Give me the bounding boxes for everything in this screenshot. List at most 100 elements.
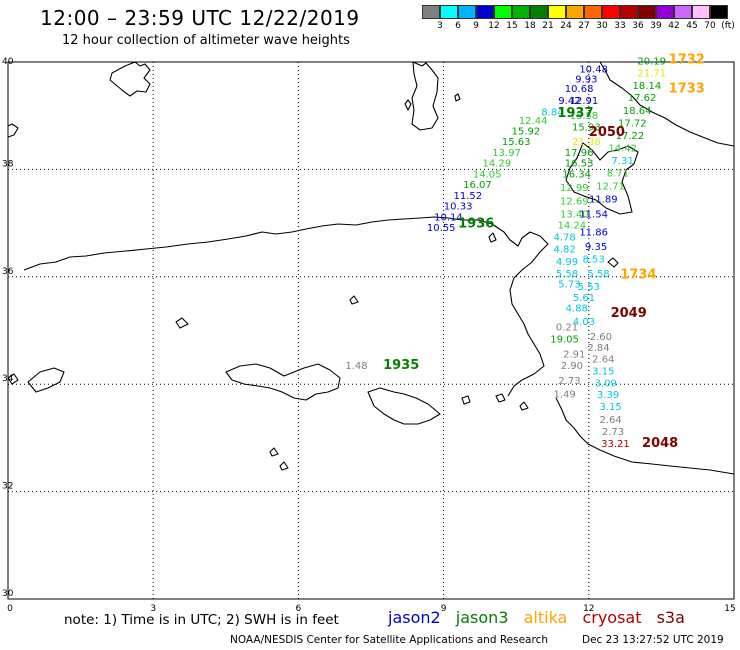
legend-altika: altika: [523, 608, 568, 627]
coastline-crete: [27, 367, 65, 393]
wave-height-label: 4.03: [573, 317, 595, 328]
coastline-greece-south-2: [367, 387, 441, 425]
pass-number-label: 1732: [669, 53, 705, 68]
wave-height-label: 10.55: [427, 223, 456, 234]
scale-label: (ft): [721, 21, 735, 31]
wave-height-label: 3.15: [599, 402, 621, 413]
wave-height-label: 12.91: [570, 96, 599, 107]
scale-swatch: [512, 5, 530, 19]
scale-label: 33: [614, 21, 626, 31]
map-subtitle: 12 hour collection of altimeter wave hei…: [62, 33, 350, 48]
scale-swatch: [548, 5, 566, 19]
coastline-libya-east: [555, 397, 735, 475]
pass-number-label: 1937: [557, 106, 593, 121]
wave-height-label: 7.31: [612, 156, 634, 167]
map-frame: [7, 61, 735, 600]
scale-label: 6: [455, 21, 461, 31]
footer-source: NOAA/NESDIS Center for Satellite Applica…: [230, 634, 548, 646]
coastline-islet: [404, 99, 412, 111]
wave-height-label: 21.38: [572, 137, 601, 148]
scale-label: 9: [473, 21, 479, 31]
scale-swatch: [422, 5, 440, 19]
wave-height-label: 5.58: [556, 269, 578, 280]
wave-height-label: 13.97: [492, 148, 521, 159]
wave-height-label: 11.54: [579, 210, 608, 221]
scale-label: 39: [650, 21, 662, 31]
wave-height-label: 33.21: [601, 439, 630, 450]
wave-height-label: 4.99: [556, 257, 578, 268]
x-tick-label: 9: [441, 604, 447, 614]
coastline-islet-9: [175, 317, 189, 329]
wave-height-label: 8.71: [607, 168, 629, 179]
wave-height-label: 11.52: [453, 191, 482, 202]
scale-swatch: [638, 5, 656, 19]
wave-height-label: 17.72: [618, 118, 647, 129]
scale-label: 30: [596, 21, 608, 31]
scale-swatch: [602, 5, 620, 19]
wave-height-label: 15.63: [502, 137, 531, 148]
scale-label: 42: [668, 21, 680, 31]
scale-label: 3: [437, 21, 443, 31]
wave-height-label: 2.60: [590, 332, 612, 343]
legend-jason3: jason3: [455, 608, 509, 627]
y-tick-label: 40: [2, 57, 14, 67]
map-gridlines: [8, 62, 734, 599]
wave-height-label: 3.15: [592, 367, 614, 378]
y-tick-label: 36: [2, 267, 14, 277]
scale-label: 45: [686, 21, 698, 31]
pass-number-label: 1734: [620, 267, 656, 282]
wave-height-label: 11.89: [589, 195, 618, 206]
wave-height-label: 3.09: [595, 378, 617, 389]
wave-height-label: 12.71: [596, 181, 625, 192]
wave-height-label: 12.99: [560, 183, 589, 194]
scale-swatch: [674, 5, 692, 19]
coastline-islet-7: [279, 461, 289, 471]
wave-height-label: 14.24: [558, 220, 587, 231]
wave-height-label: 14.42: [608, 144, 637, 155]
wave-height-label: 9.35: [585, 242, 607, 253]
wave-height-label: 15.93: [572, 123, 601, 134]
scale-swatch: [692, 5, 710, 19]
scale-label: 36: [632, 21, 644, 31]
y-tick-label: 34: [2, 374, 14, 384]
wave-height-label: 10.68: [565, 84, 594, 95]
wave-height-label: 15.58: [570, 111, 599, 122]
wave-height-label: 5.58: [587, 269, 609, 280]
scale-label: 15: [506, 21, 518, 31]
wave-height-label: 14.29: [483, 159, 512, 170]
scale-swatch: [530, 5, 548, 19]
legend-jason2: jason2: [388, 608, 441, 627]
wave-height-label: 5.73: [558, 280, 580, 291]
scale-label: 27: [578, 21, 590, 31]
satellite-legend: jason2 jason3 altika cryosat s3a: [388, 608, 695, 627]
legend-cryosat: cryosat: [582, 608, 642, 627]
x-tick-label: 0: [7, 604, 13, 614]
wave-height-label: 12.44: [519, 116, 548, 127]
x-tick-label: 15: [724, 604, 735, 614]
scale-swatch: [656, 5, 674, 19]
wave-height-label: 16.07: [463, 180, 492, 191]
wave-height-label: 21.71: [637, 68, 666, 79]
wave-height-label: 4.88: [566, 304, 588, 315]
wave-height-label: 18.14: [633, 81, 662, 92]
wave-height-label: 10.48: [579, 65, 608, 76]
pass-number-label: 2048: [642, 436, 678, 451]
wave-height-label: 8.53: [583, 254, 605, 265]
scale-label: 18: [524, 21, 536, 31]
coastline-islet-8: [349, 295, 359, 305]
scale-label: 24: [560, 21, 572, 31]
wave-height-label: 2.91: [563, 349, 585, 360]
wave-height-label: 17.62: [628, 93, 657, 104]
y-tick-label: 32: [2, 482, 13, 492]
wave-height-label: 10.33: [444, 202, 473, 213]
coastline-malta: [607, 257, 619, 268]
footnote: note: 1) Time is in UTC; 2) SWH is in fe…: [64, 612, 339, 628]
wave-height-label: 17.96: [565, 148, 594, 159]
scale-swatch: [494, 5, 512, 19]
coastline-islet-6: [269, 447, 279, 457]
wave-height-label: 14.05: [473, 169, 502, 180]
wave-height-label: 8.84: [541, 108, 563, 119]
coastline-north-africa: [23, 216, 549, 397]
scale-label: 21: [542, 21, 554, 31]
